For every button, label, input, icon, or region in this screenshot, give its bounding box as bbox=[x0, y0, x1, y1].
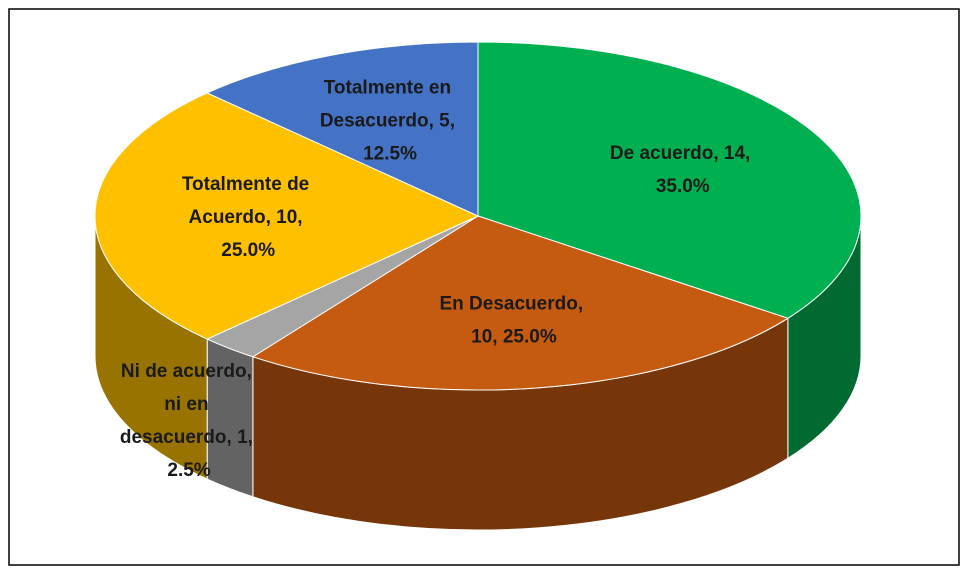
data-label-line: Acuerdo, 10, bbox=[189, 207, 308, 228]
data-label-line: Desacuerdo, 5, bbox=[320, 111, 460, 132]
data-label: De acuerdo, 14, 35.0% bbox=[610, 143, 756, 197]
data-label: Totalmente en Desacuerdo, 5, 12.5% bbox=[320, 78, 460, 165]
pie-slice bbox=[94, 92, 480, 340]
pie-slice bbox=[251, 215, 790, 391]
data-label-line: desacuerdo, 1, bbox=[120, 427, 258, 448]
data-label-line: Ni de acuerdo, bbox=[121, 361, 257, 382]
data-label-line: En Desacuerdo, bbox=[440, 294, 589, 315]
data-label-line: Totalmente en bbox=[324, 78, 457, 99]
data-label-line: 2.5% bbox=[167, 460, 210, 481]
data-label-line: 25.0% bbox=[221, 240, 275, 261]
data-label: Ni de acuerdo, ni en desacuerdo, 1, 2.5% bbox=[120, 361, 258, 481]
data-label-line: 35.0% bbox=[656, 176, 710, 197]
data-label-line: Totalmente de bbox=[182, 174, 315, 195]
pie-slice bbox=[205, 41, 479, 217]
pie-slice bbox=[477, 41, 862, 319]
data-label-line: ni en bbox=[164, 394, 214, 415]
data-label-line: De acuerdo, 14, bbox=[610, 143, 756, 164]
data-label: En Desacuerdo, 10, 25.0% bbox=[440, 294, 589, 348]
data-label-line: 10, 25.0% bbox=[471, 327, 557, 348]
data-label-line: 12.5% bbox=[363, 144, 417, 165]
data-label: Totalmente de Acuerdo, 10, 25.0% bbox=[182, 174, 315, 261]
